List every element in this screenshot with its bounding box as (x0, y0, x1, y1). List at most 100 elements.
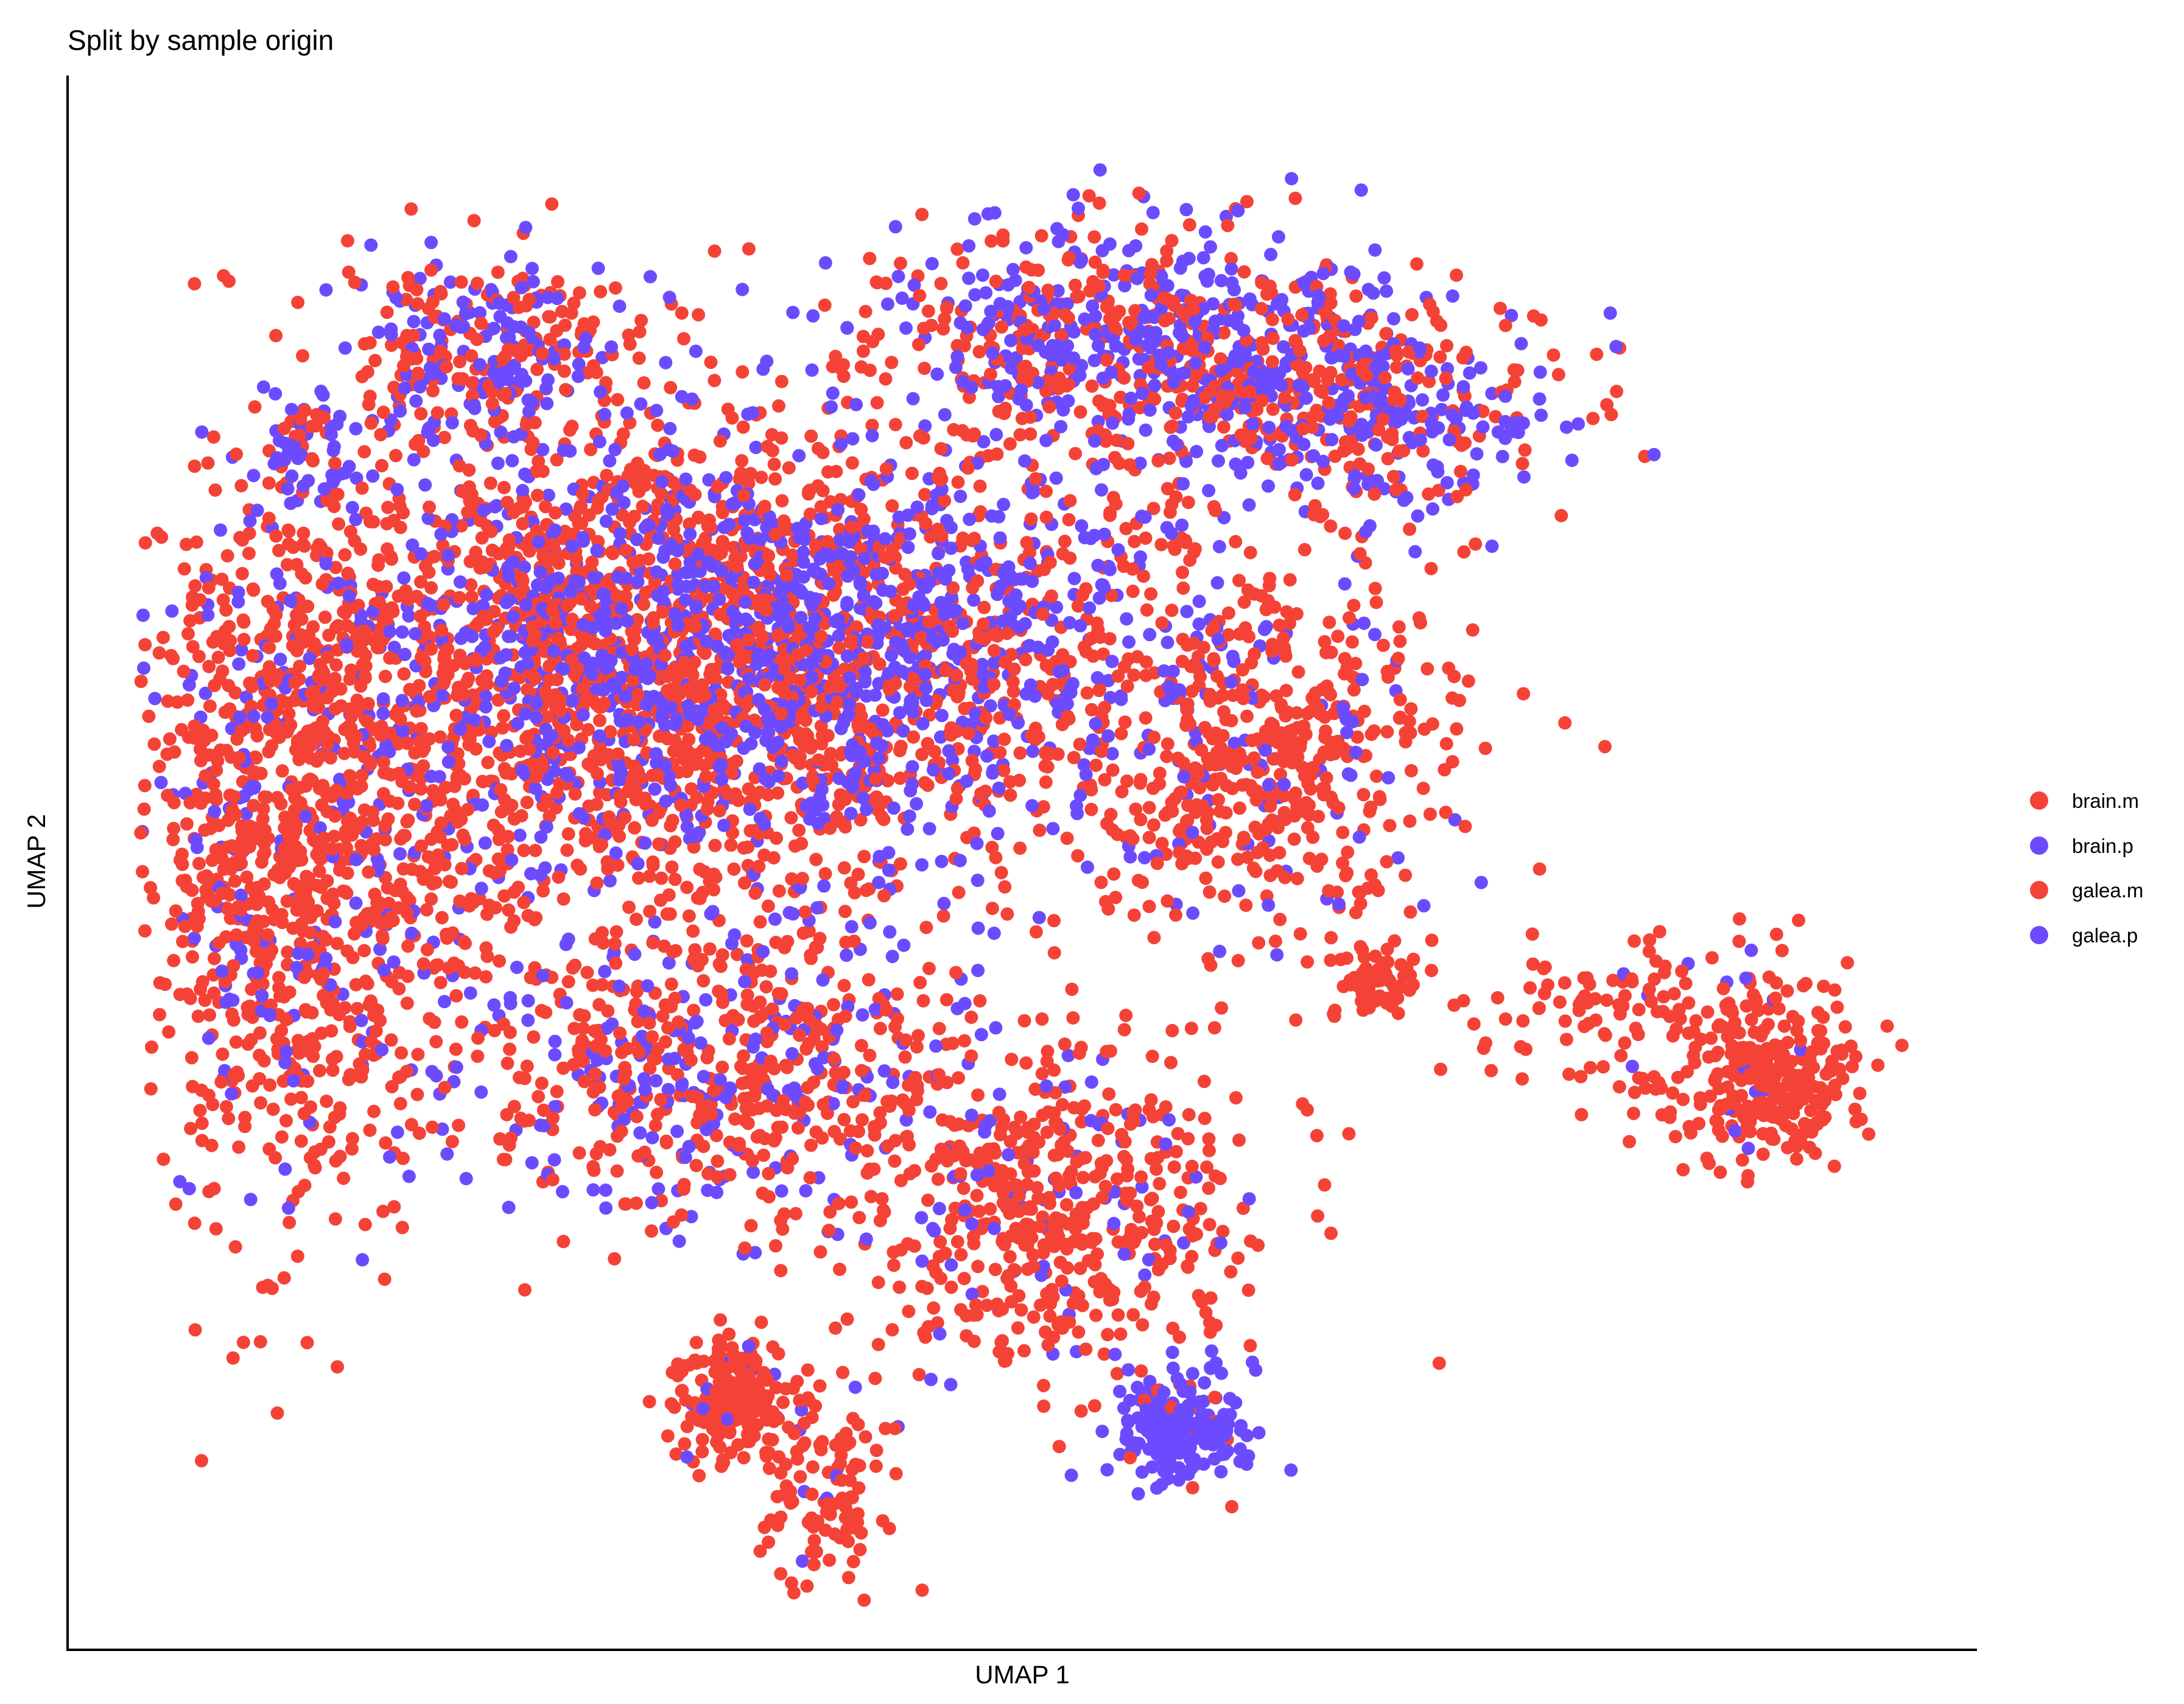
point-brain-m (1019, 653, 1033, 667)
point-galea-m (378, 833, 392, 847)
point-galea-p (480, 588, 494, 601)
point-galea-m (774, 374, 788, 388)
point-brain-m (311, 541, 325, 555)
point-galea-p (849, 766, 863, 780)
point-brain-m (493, 954, 506, 968)
point-galea-m (1080, 686, 1094, 700)
point-brain-p (533, 565, 547, 579)
point-brain-m (882, 682, 896, 696)
point-brain-m (1092, 684, 1106, 698)
point-brain-p (993, 580, 1007, 593)
point-galea-p (371, 325, 385, 339)
point-galea-p (617, 496, 631, 510)
point-galea-p (278, 453, 292, 467)
point-brain-m (1006, 675, 1020, 689)
point-brain-p (1050, 696, 1064, 710)
point-brain-m (1137, 569, 1150, 583)
point-galea-p (614, 714, 627, 728)
point-galea-m (771, 786, 785, 800)
point-galea-m (527, 315, 541, 329)
point-brain-m (844, 633, 859, 647)
point-galea-m (821, 729, 835, 743)
point-galea-m (426, 384, 440, 398)
point-galea-m (458, 936, 472, 950)
point-galea-m (965, 754, 979, 768)
point-brain-m (315, 798, 329, 812)
point-brain-p (1073, 788, 1087, 802)
point-brain-m (147, 737, 161, 751)
point-brain-m (458, 656, 472, 670)
point-galea-p (598, 407, 612, 421)
point-galea-m (305, 452, 319, 466)
point-galea-m (381, 500, 395, 514)
point-brain-m (176, 934, 190, 948)
point-brain-p (519, 598, 533, 612)
point-galea-m (785, 548, 799, 562)
point-brain-m (363, 1123, 377, 1137)
point-galea-m (177, 562, 191, 576)
point-galea-m (1324, 519, 1338, 533)
point-galea-p (1091, 558, 1105, 572)
point-galea-m (759, 603, 773, 617)
point-galea-m (184, 1051, 198, 1065)
point-galea-p (781, 620, 795, 634)
point-galea-p (319, 283, 333, 297)
point-brain-p (916, 717, 930, 731)
point-brain-m (315, 840, 329, 854)
point-brain-m (633, 325, 647, 338)
point-brain-p (550, 292, 564, 306)
point-galea-m (421, 301, 435, 315)
point-galea-m (198, 823, 212, 837)
point-brain-m (365, 838, 379, 852)
point-brain-m (485, 396, 499, 410)
point-galea-p (901, 621, 915, 635)
point-galea-m (753, 915, 767, 929)
point-brain-p (910, 797, 924, 811)
point-brain-p (319, 952, 333, 966)
point-galea-m (313, 1064, 326, 1078)
point-brain-p (396, 724, 410, 738)
point-brain-p (936, 633, 950, 647)
point-galea-m (1028, 472, 1042, 486)
point-galea-p (967, 212, 981, 226)
point-brain-m (1036, 607, 1050, 621)
point-galea-m (664, 977, 678, 991)
point-galea-p (620, 614, 634, 628)
point-galea-p (303, 651, 317, 665)
point-brain-p (547, 644, 561, 658)
point-brain-m (363, 757, 377, 771)
point-brain-m (650, 503, 664, 517)
point-brain-p (586, 621, 600, 635)
point-brain-p (848, 681, 862, 695)
point-galea-p (697, 702, 711, 716)
point-galea-m (297, 1107, 311, 1121)
point-galea-m (152, 760, 166, 773)
point-galea-m (138, 924, 152, 938)
point-brain-m (1025, 728, 1039, 742)
point-brain-m (214, 1075, 228, 1089)
point-galea-p (513, 829, 527, 843)
point-galea-m (413, 609, 427, 623)
point-brain-p (785, 699, 799, 713)
point-galea-p (338, 341, 352, 355)
point-brain-m (374, 427, 388, 441)
point-galea-p (876, 718, 890, 732)
point-brain-m (438, 430, 451, 444)
point-brain-m (1085, 703, 1098, 717)
point-galea-m (223, 643, 237, 657)
point-brain-p (1061, 1048, 1075, 1062)
point-brain-m (460, 675, 474, 689)
point-brain-p (387, 640, 401, 654)
point-brain-p (287, 1074, 301, 1088)
point-brain-m (367, 633, 381, 647)
point-galea-m (414, 782, 427, 796)
point-brain-m (329, 658, 343, 672)
point-galea-p (1025, 799, 1039, 813)
point-galea-p (930, 367, 944, 381)
point-brain-m (594, 285, 608, 299)
point-brain-m (845, 456, 859, 470)
point-galea-m (530, 488, 544, 502)
point-galea-m (482, 899, 496, 912)
point-brain-m (823, 821, 837, 835)
point-brain-m (272, 970, 286, 984)
